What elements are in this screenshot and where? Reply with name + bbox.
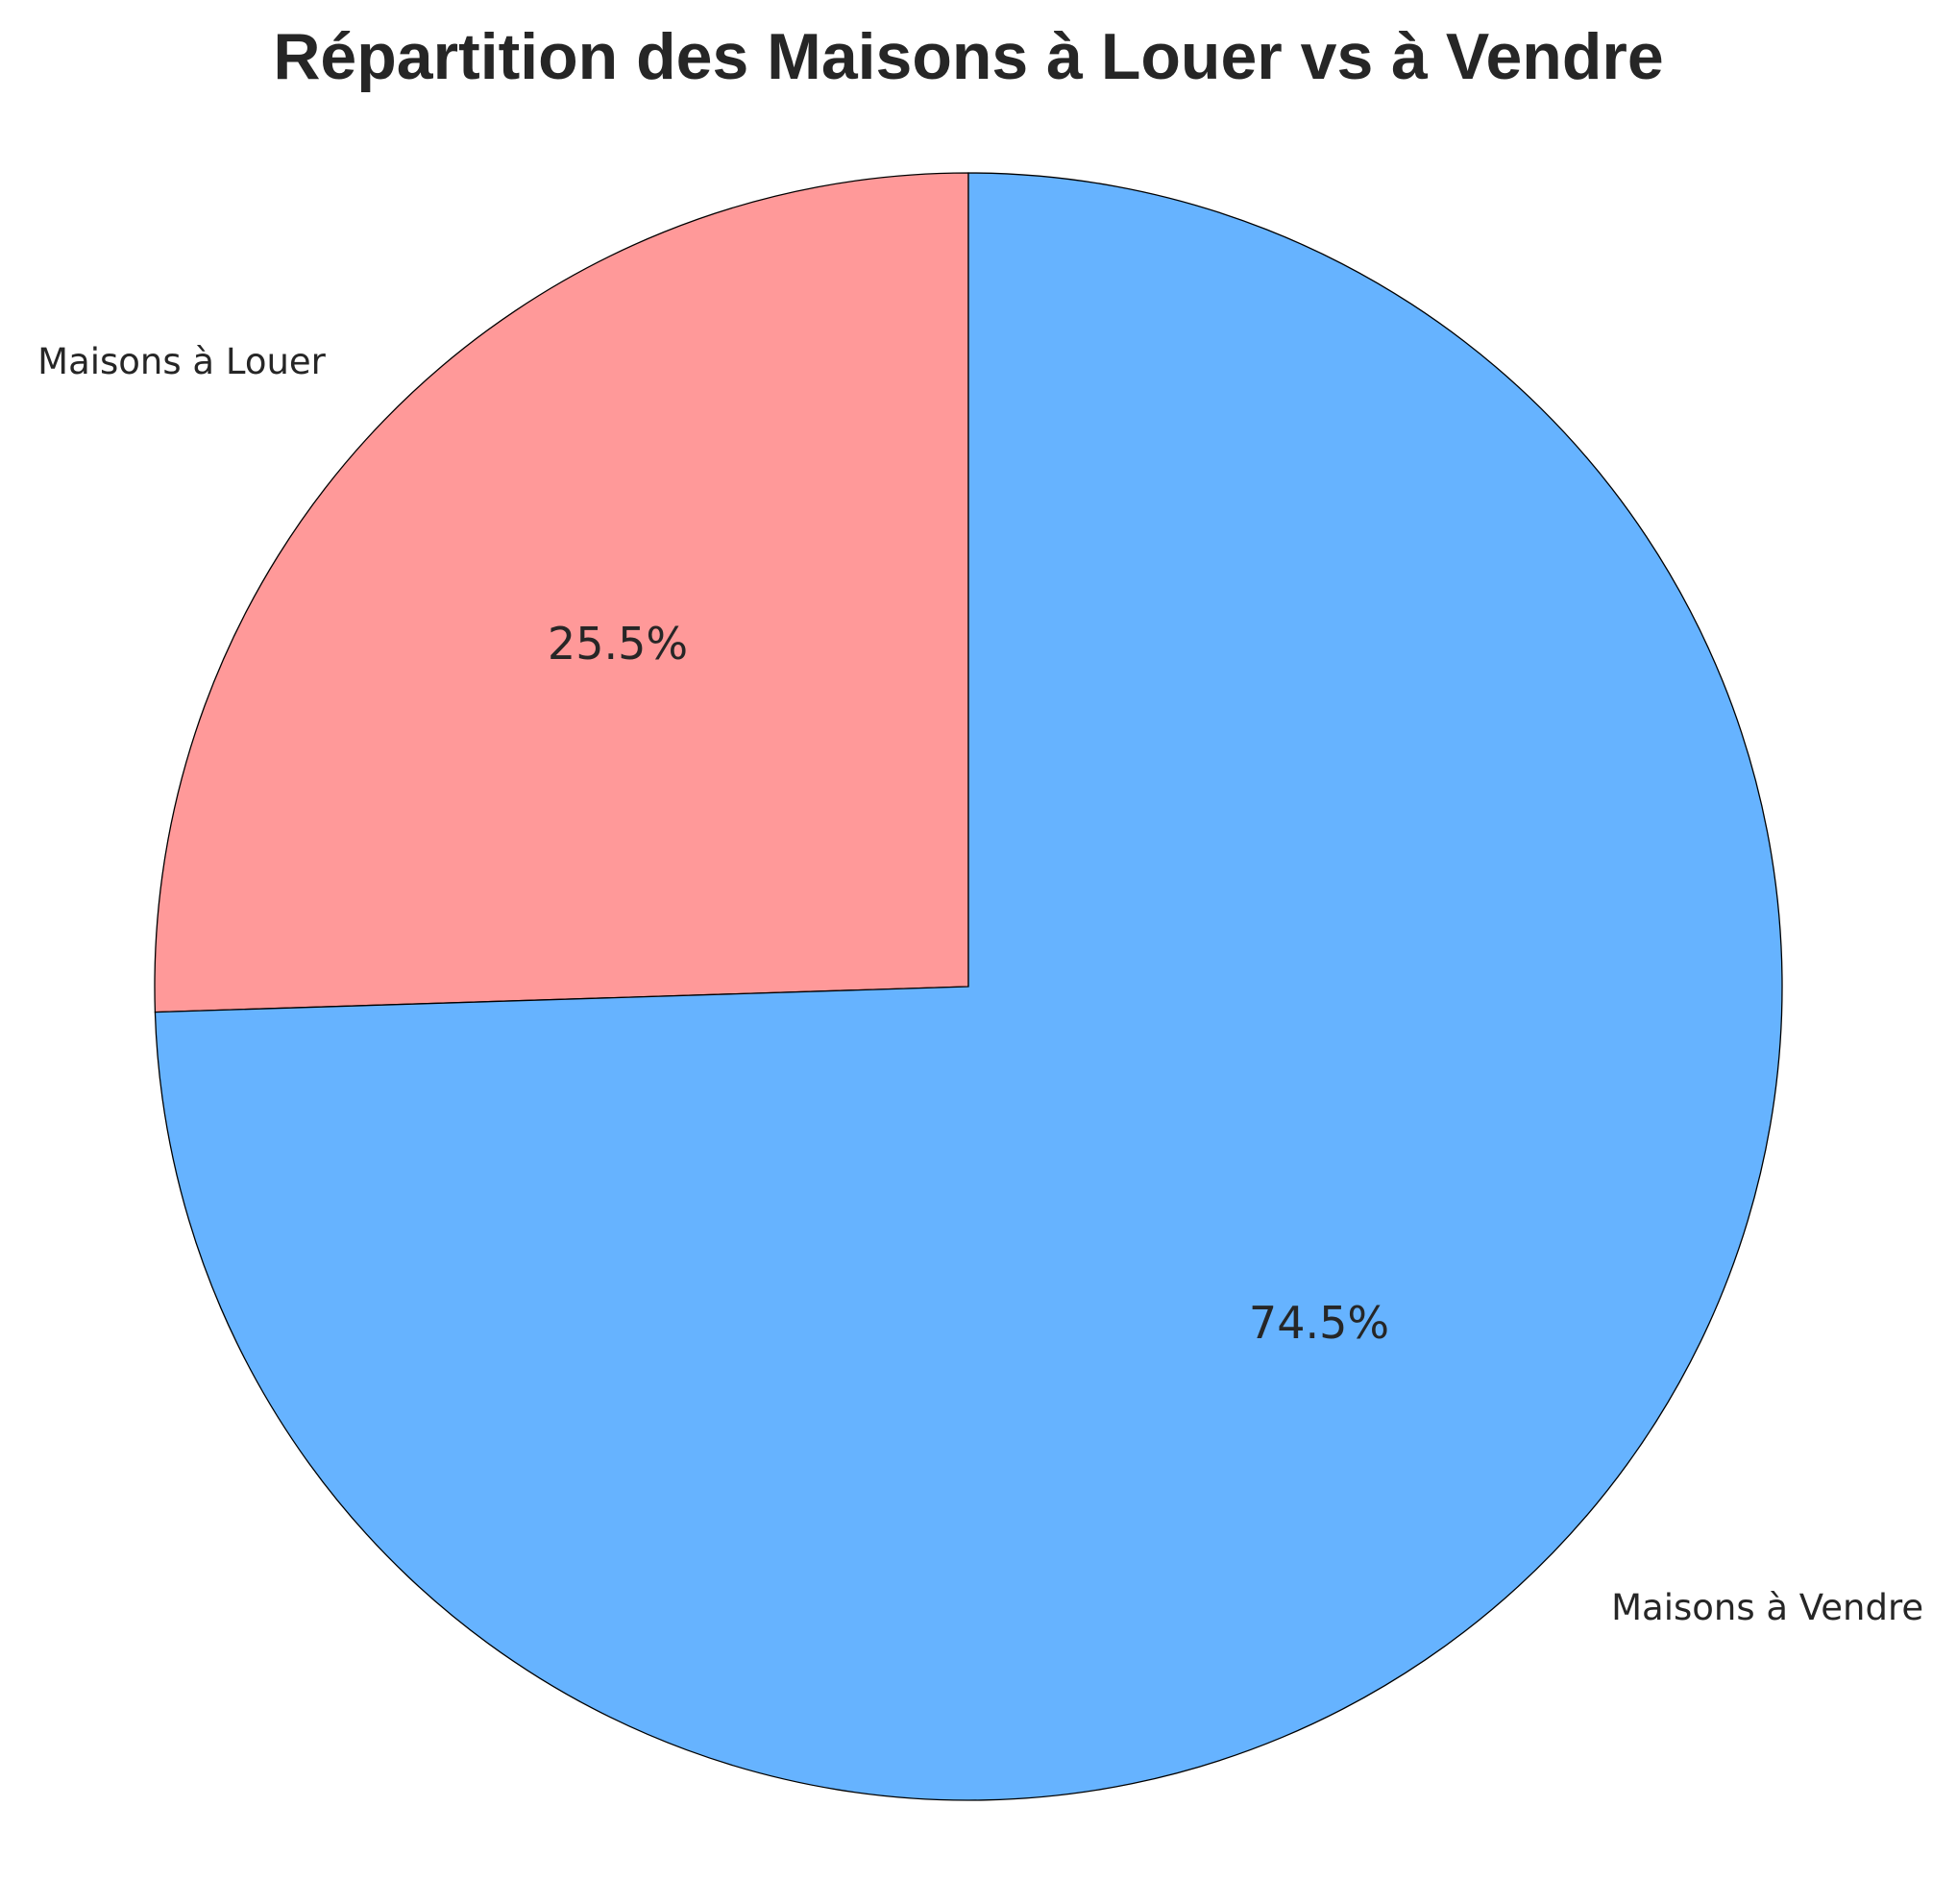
pie-labels: Maisons à Louer 25.5% Maisons à Vendre 74.5…: [37, 341, 1923, 1628]
pie-slice-1: [154, 172, 969, 1013]
pie-slice-2: [154, 172, 1783, 1801]
slice-label-1: Maisons à Louer: [37, 341, 327, 382]
pct-label-1: 25.5%: [548, 618, 688, 670]
slice-label-2: Maisons à Vendre: [1611, 1587, 1923, 1628]
pct-label-2: 74.5%: [1249, 1297, 1389, 1349]
chart-title: Répartition des Maisons à Louer vs à Ven…: [273, 20, 1663, 93]
pie-slices: [154, 172, 1783, 1801]
